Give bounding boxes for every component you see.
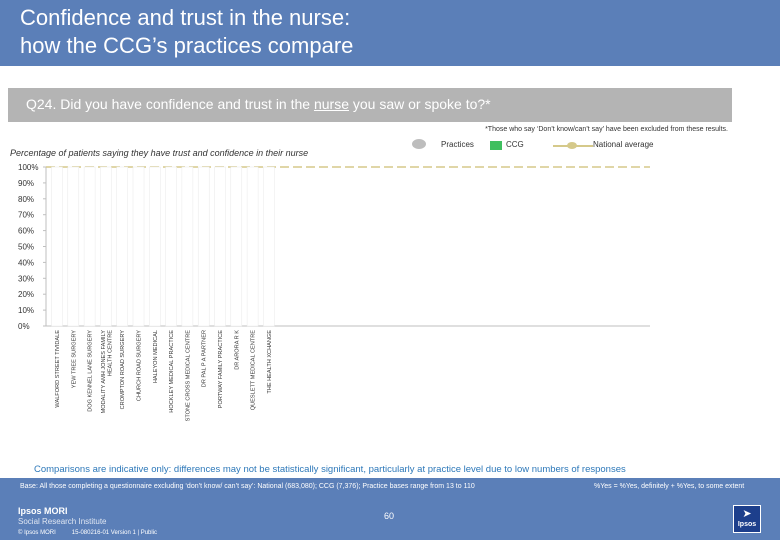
practice-bar [67,166,80,327]
y-tick-label: 100% [18,163,38,172]
yes-definition: %Yes = %Yes, definitely + %Yes, to some … [594,483,745,490]
y-tick-label: 80% [18,195,34,204]
copyright-text: © Ipsos MORI [18,530,56,536]
y-tick-label: 0% [18,322,30,331]
category-label-line: MODALITY AMH JONES FAMILY [101,330,107,414]
copyright-line: © Ipsos MORI 15-080216-01 Version 1 | Pub… [18,530,173,536]
y-tick-label: 70% [18,211,34,220]
category-label: HALEYON MEDICAL [153,330,159,383]
arrow-icon: ➤ [742,508,752,520]
practice-bar [149,166,161,327]
category-label: CROMPTON ROAD SURGERY [120,330,126,410]
ipsos-mori-logo: Ipsos MORI [18,506,68,516]
question-text: Q24. Did you have confidence and trust i… [26,96,491,112]
logo-subtitle: Social Research Institute [18,517,107,526]
y-tick-label: 60% [18,227,34,236]
question-bar: Q24. Did you have confidence and trust i… [8,88,732,122]
header-bar: Confidence and trust in the nurse: how t… [0,0,780,66]
legend-national-label: National average [593,140,654,149]
practice-bar [132,166,145,327]
practice-bar [214,166,226,327]
category-label: YEW TREE SURGERY [71,330,77,388]
practice-bar [83,166,96,327]
category-label: PORTWAY FAMILY PRACTICE [218,330,224,408]
ipsos-brand-box: ➤ Ipsos [733,505,761,533]
legend-ccg-marker [490,141,502,150]
category-label: DR ARORA R K [234,330,240,370]
practice-bar [100,166,112,327]
category-label: DOG KENNEL LANE SURGERY [88,330,94,412]
version-text: 15-080216-01 Version 1 | Public [71,530,158,536]
legend-practices-label: Practices [441,140,474,149]
legend-national-marker [567,142,577,149]
title-line-1: Confidence and trust in the nurse: [20,5,351,30]
category-label: QUESLETT MEDICAL CENTRE [251,330,257,410]
y-tick-label: 40% [18,258,34,267]
ipsos-brand-label: Ipsos [737,521,757,528]
category-label: WALFORD STREET TIVIDALE [55,330,61,408]
category-label: MODALITY AMH JONES FAMILYHEALTH CENTRE [101,330,114,414]
page-title: Confidence and trust in the nurse: how t… [20,4,353,60]
question-underlined: nurse [313,96,349,112]
base-bar: Base: All those completing a questionnai… [0,478,780,498]
practice-bar [263,166,275,327]
category-label: DR PAL P A PARTNER [202,330,208,387]
chart-title: Percentage of patients saying they have … [10,148,309,158]
practice-bar [181,166,194,327]
category-label: STONE CROSS MEDICAL CENTRE [185,330,191,422]
category-label: CHURCH ROAD SURGERY [137,330,143,401]
question-prefix: Q24. Did you have confidence and trust i… [26,96,314,112]
y-tick-label: 90% [18,179,34,188]
comparisons-note: Comparisons are indicative only: differe… [34,464,626,475]
page-number: 60 [384,511,395,521]
title-line-2: how the CCG’s practices compare [20,33,354,58]
footer-bar [0,498,780,540]
y-tick-label: 30% [18,274,34,283]
exclusion-note: *Those who say ‘Don’t know/can’t say’ ha… [485,126,728,133]
category-label-line: HEALTH CENTRE [107,330,113,376]
y-tick-label: 50% [18,243,34,252]
practice-bar [51,166,63,327]
practice-bar [116,166,128,327]
y-tick-label: 20% [18,290,34,299]
question-suffix: you saw or spoke to?* [349,96,491,112]
base-text: Base: All those completing a questionnai… [20,483,475,490]
legend-practice-marker [412,139,426,149]
practice-bar [230,166,243,327]
legend-ccg-label: CCG [506,140,524,149]
practice-bar [197,166,210,327]
category-label: HOCKLEY MEDICAL PRACTICE [169,330,175,413]
category-label: THE HEALTH XCHANGE [267,330,273,394]
practice-bar [165,166,177,327]
practice-bar [246,166,259,327]
y-tick-label: 10% [18,306,34,315]
bar-chart: 0% 10% 20% 30% 40% 50% 60% 70% 80% 90% 100% WALFORD… [18,163,650,422]
